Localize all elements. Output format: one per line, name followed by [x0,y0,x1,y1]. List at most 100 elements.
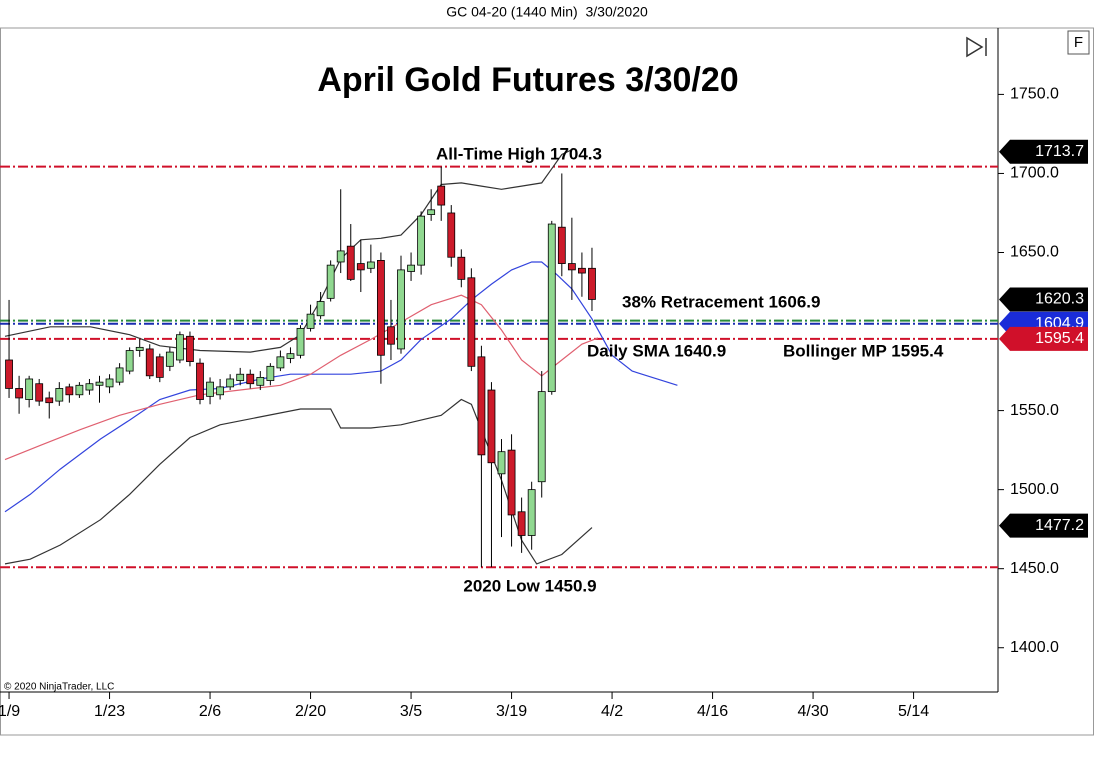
candle-body [95,381,104,386]
indicator-line [4,261,678,513]
y-tick-label: 1500.0 [1010,481,1059,498]
candle-body [447,212,456,258]
candle-body [457,256,466,280]
y-tick-label: 1450.0 [1010,560,1059,577]
price-marker-label: 1595.4 [1035,330,1084,347]
candle-body [527,489,536,536]
x-tick-label: 5/14 [898,703,929,720]
candle-body [296,327,305,356]
price-marker [999,287,1088,312]
x-tick-label: 1/9 [0,703,20,720]
candle-body [567,263,576,271]
x-tick-label: 2/6 [199,703,221,720]
x-tick-label: 3/19 [496,703,527,720]
annotation: All-Time High 1704.3 [436,144,602,163]
price-marker-label: 1713.7 [1035,143,1084,160]
candle-body [497,451,506,475]
f-button[interactable] [1067,30,1090,55]
candle-body [417,215,426,266]
candle-body [5,359,13,389]
x-tick-label: 3/5 [400,703,422,720]
candle-body [306,313,315,329]
candle-body [45,397,54,404]
candle-body [236,373,245,381]
y-tick-label: 1700.0 [1010,165,1059,182]
price-marker [999,513,1088,538]
x-tick-label: 4/2 [601,703,623,720]
candle-body [286,353,295,359]
candle-body [266,365,275,381]
levels [0,165,998,569]
candle-body [216,386,225,396]
chart-title: April Gold Futures 3/30/20 [317,61,738,99]
candle-body [165,351,174,367]
candle-body [15,388,23,399]
candle-body [588,267,596,300]
candle-body [246,373,255,385]
candle-body [336,250,345,263]
price-marker-label: 1477.2 [1035,517,1084,534]
annotation: 38% Retracement 1606.9 [622,292,820,311]
annotation: Bollinger MP 1595.4 [783,341,944,360]
candle-body [326,264,335,299]
candle-body [437,185,446,206]
y-tick-label: 1550.0 [1010,402,1059,419]
candle-body [226,378,235,388]
y-tick-label: 1650.0 [1010,244,1059,261]
indicator-line [4,149,573,353]
play-triangle [966,36,984,58]
candle-body [75,384,84,396]
candle-body [427,209,436,215]
candle-body [316,301,325,317]
candle-body [517,511,526,536]
candle-body [135,346,144,351]
price-marker-label: 1620.3 [1035,291,1084,308]
candle-body [176,334,184,361]
candle-body [85,383,94,391]
candle-body [407,264,415,272]
candle-body [256,376,265,386]
play-icon[interactable] [966,36,987,58]
candle-body [155,356,164,378]
f-button-label[interactable]: F [1074,34,1083,51]
axes: 1400.0 1450.0 1500.0 1550.0 1650.0 1700.0 1750… [0,86,1059,721]
candle-body [578,267,586,274]
y-tick-label: 1750.0 [1010,86,1059,103]
candle-body [397,269,405,350]
candle-body [487,389,496,464]
candle-body [35,383,44,402]
candle-body [537,391,546,483]
candle-body [145,348,154,377]
candle-body [105,378,114,388]
y-tick-label: 1400.0 [1010,639,1059,656]
candle-body [25,378,34,400]
candle-body [467,277,476,367]
annotation: 2020 Low 1450.9 [463,576,596,595]
x-tick-label: 4/16 [697,703,728,720]
candle-body [55,388,64,402]
header: GC 04-20 (1440 Min) 3/30/2020 [446,4,648,20]
candle-body [65,386,74,396]
x-tick-label: 2/20 [295,703,326,720]
candle-body [507,449,516,516]
candle-body [387,326,395,345]
candle-body [356,263,365,271]
candle-body [557,226,566,264]
annotation: Daily SMA 1640.9 [587,341,726,360]
candle-body [547,223,556,393]
x-tick-label: 4/30 [798,703,829,720]
candle-body [477,356,486,456]
x-tick-label: 1/23 [94,703,125,720]
candle-body [276,356,285,369]
candle-body [125,350,134,372]
candle-body [366,261,375,269]
candle-body [115,367,124,383]
candles [5,166,596,568]
candle-body [346,245,355,280]
candle-body [206,381,214,397]
price-marker [999,326,1088,351]
